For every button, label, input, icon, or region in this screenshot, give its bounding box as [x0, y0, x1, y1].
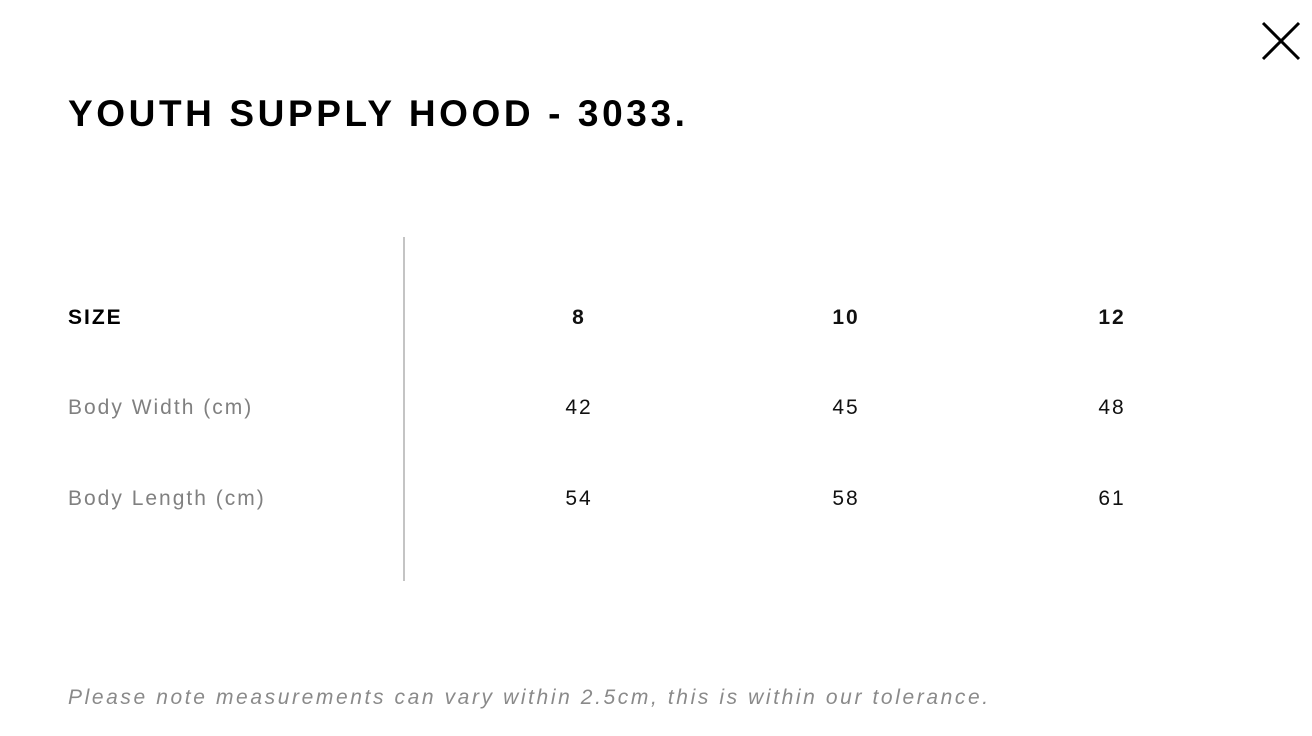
close-icon [1261, 21, 1301, 61]
size-header: 12 [1098, 306, 1126, 329]
row-label-body-length: Body Length (cm) [68, 487, 266, 510]
table-cell: 58 [832, 487, 860, 510]
close-button[interactable] [1258, 18, 1304, 64]
table-cell: 45 [832, 396, 860, 419]
table-cell: 42 [565, 396, 593, 419]
row-label-body-width: Body Width (cm) [68, 396, 254, 419]
column-divider [403, 237, 405, 581]
table-cell: 61 [1098, 487, 1126, 510]
size-header: 10 [832, 306, 860, 329]
table-cell: 48 [1098, 396, 1126, 419]
page-title: YOUTH SUPPLY HOOD - 3033. [68, 93, 689, 134]
size-header: 8 [572, 306, 586, 329]
table-cell: 54 [565, 487, 593, 510]
size-header-label: SIZE [68, 306, 123, 329]
tolerance-note: Please note measurements can vary within… [68, 686, 991, 709]
